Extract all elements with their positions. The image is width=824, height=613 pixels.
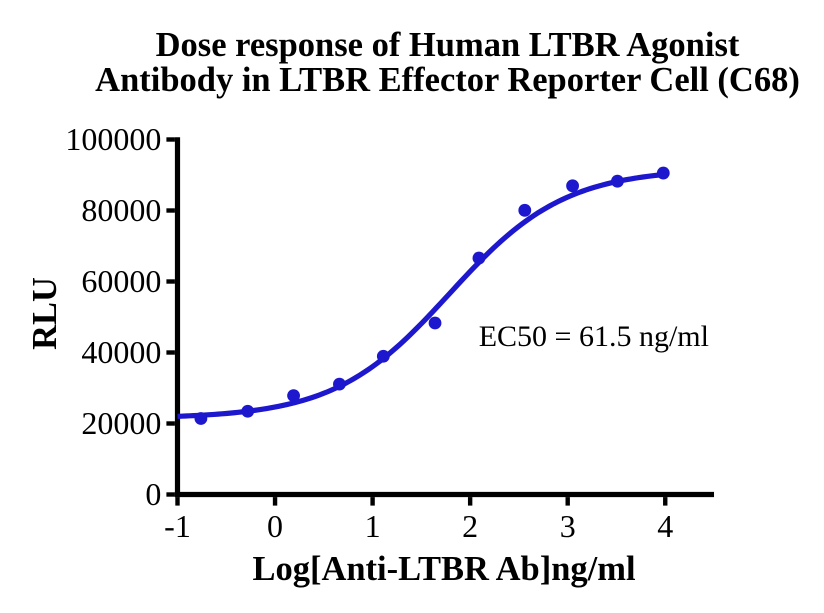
axes — [166, 137, 715, 506]
x-tick-label: 3 — [560, 508, 576, 544]
y-axis-title: RLU — [26, 277, 64, 350]
y-tick-label: 60000 — [81, 263, 161, 299]
y-tick-label: 100000 — [65, 121, 161, 157]
y-tick-label: 40000 — [81, 334, 161, 370]
x-tick-label: 1 — [365, 508, 381, 544]
x-tick-label: 4 — [657, 508, 673, 544]
data-point — [241, 404, 255, 418]
data-point — [333, 377, 346, 391]
y-tick-label: 20000 — [81, 405, 161, 441]
data-point — [472, 251, 486, 265]
data-point — [656, 166, 670, 180]
data-point — [566, 179, 579, 193]
y-tick-label: 0 — [145, 476, 161, 512]
chart-title-line2: Antibody in LTBR Effector Reporter Cell … — [95, 61, 800, 99]
x-axis-title: Log[Anti-LTBR Ab]ng/ml — [252, 550, 635, 588]
data-point — [376, 349, 390, 363]
ec50-annotation: EC50 = 61.5 ng/ml — [479, 320, 709, 353]
fit-curve — [177, 171, 664, 419]
y-axis-tick-labels: 0 20000 40000 60000 80000 100000 — [65, 121, 161, 512]
x-axis-tick-labels: -1 0 1 2 3 4 — [164, 508, 673, 544]
data-point — [611, 174, 624, 188]
data-series — [177, 166, 670, 425]
data-point — [428, 316, 442, 330]
data-point — [518, 203, 532, 217]
y-tick-label: 80000 — [81, 192, 161, 228]
chart-title-line1: Dose response of Human LTBR Agonist — [156, 26, 740, 64]
x-tick-label: 0 — [267, 508, 283, 544]
data-point — [287, 389, 300, 403]
x-tick-label: -1 — [164, 508, 191, 544]
data-point — [194, 412, 208, 425]
x-tick-label: 2 — [462, 508, 478, 544]
